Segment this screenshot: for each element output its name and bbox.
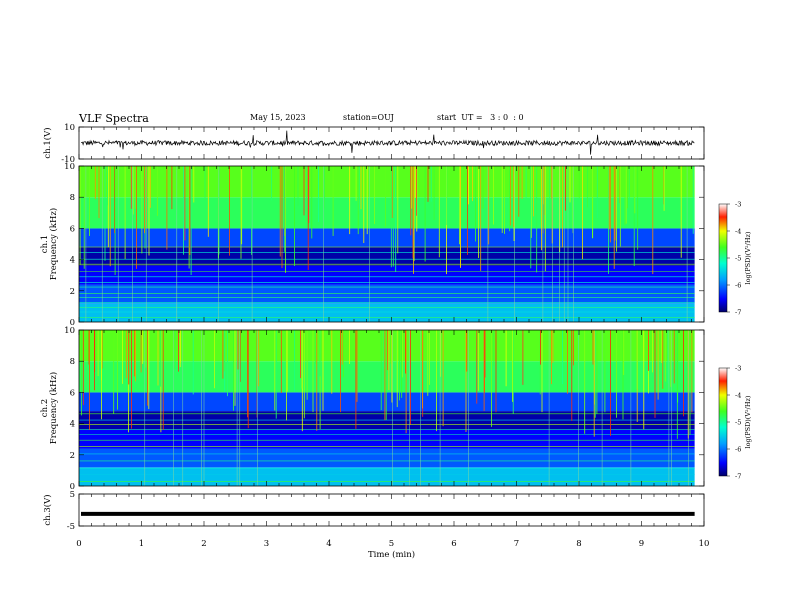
y-tick-label: 2 <box>70 287 75 297</box>
y-tick-label: 10 <box>64 123 75 133</box>
spectrogram-band <box>79 265 695 285</box>
colorbar-tick-label: -7 <box>735 473 741 481</box>
band-fill <box>79 411 695 430</box>
colorbar-tick-label: -4 <box>735 228 741 236</box>
ch2-spectrogram-panel: 0 2 4 6 8 10 ch.2 Frequency (kHz) -7 -6 -5 -4 -3 log(… <box>40 326 752 492</box>
y-tick-label: 0 <box>70 318 75 328</box>
y-tick-label: 4 <box>70 256 75 266</box>
band-fill <box>79 392 695 412</box>
band-fill <box>79 228 695 248</box>
band-fill <box>79 197 695 229</box>
colorbar-label: log(PSD)(V²/Hz) <box>744 231 752 284</box>
band-fill <box>79 448 695 468</box>
x-tick-label: 8 <box>576 539 581 549</box>
y-tick-label: 5 <box>70 490 75 500</box>
y-axis-label: Frequency (kHz) <box>48 208 59 280</box>
spectrogram-band <box>79 330 695 362</box>
band-fill <box>79 284 695 304</box>
ch1-spectrogram-panel: 0 2 4 6 8 10 ch.1 Frequency (kHz) -7 -6 -5 -4 -3 log(… <box>40 162 752 328</box>
colorbar-tick-label: -4 <box>735 392 741 400</box>
ch3-waveform-panel: -5 5 ch.3(V) 0 1 2 3 4 5 6 7 8 9 10 Time (min) <box>42 490 709 560</box>
x-tick-label: 6 <box>451 539 456 549</box>
y-tick-label: 8 <box>70 193 75 203</box>
figure-title: VLF Spectra <box>79 112 149 125</box>
colorbar-tick-label: -7 <box>735 309 741 317</box>
x-tick-label: 10 <box>699 539 710 549</box>
y-axis-label: ch.1 <box>40 235 50 253</box>
x-tick-label: 3 <box>264 539 269 549</box>
y-tick-label: 4 <box>70 420 75 430</box>
x-tick-label: 2 <box>201 539 206 549</box>
y-tick-label: 8 <box>70 357 75 367</box>
colorbar-tick-label: -3 <box>735 365 741 373</box>
x-tick-label: 7 <box>514 539 519 549</box>
x-tick-label: 9 <box>639 539 644 549</box>
y-tick-label: 10 <box>64 162 75 172</box>
figure-start-time: start UT = 3 : 0 : 0 <box>437 113 524 122</box>
spectrogram-band <box>79 448 695 468</box>
spectrogram-band <box>79 392 695 412</box>
x-tick-label: 1 <box>139 539 144 549</box>
spectrogram-band <box>79 166 695 198</box>
spectrogram-band <box>79 228 695 248</box>
band-fill <box>79 265 695 285</box>
panel-background <box>79 494 704 526</box>
band-fill <box>79 166 695 198</box>
ch2-colorbar <box>718 367 728 477</box>
colorbar-label: log(PSD)(V²/Hz) <box>744 395 752 448</box>
y-tick-label: -5 <box>67 522 75 532</box>
figure-date: May 15, 2023 <box>250 113 306 122</box>
y-axis-label: Frequency (kHz) <box>48 372 59 444</box>
y-axis-label: ch.1(V) <box>42 127 53 158</box>
colorbar-tick-label: -5 <box>735 419 741 427</box>
y-tick-label: 6 <box>70 224 75 234</box>
colorbar-tick-label: -6 <box>735 282 741 290</box>
colorbar-tick-label: -3 <box>735 201 741 209</box>
ch1-colorbar <box>718 203 728 313</box>
x-axis-label: Time (min) <box>368 549 415 560</box>
band-fill <box>79 303 695 322</box>
y-tick-label: 10 <box>64 326 75 336</box>
y-axis-label: ch.2 <box>40 399 50 417</box>
figure-station: station=OUJ <box>343 113 394 122</box>
colorbar-tick-label: -5 <box>735 255 741 263</box>
ch1-waveform-panel: -10 10 ch.1(V) <box>42 123 705 165</box>
y-tick-label: 6 <box>70 388 75 398</box>
band-fill <box>79 247 695 266</box>
x-tick-label: 4 <box>326 539 331 549</box>
spectrogram-band <box>79 247 695 266</box>
spectrogram-band <box>79 303 695 322</box>
y-tick-label: -10 <box>61 155 75 165</box>
band-fill <box>79 330 695 362</box>
y-tick-label: 0 <box>70 482 75 492</box>
spectrogram-band <box>79 411 695 430</box>
ch1-waveform-line <box>80 130 695 155</box>
colorbar-tick-label: -6 <box>735 446 741 454</box>
band-fill <box>79 361 695 393</box>
y-tick-label: 2 <box>70 451 75 461</box>
x-tick-label: 5 <box>389 539 394 549</box>
spectrogram-band <box>79 361 695 393</box>
spectrogram-band <box>79 197 695 229</box>
x-tick-label: 0 <box>76 539 81 549</box>
y-axis-label: ch.3(V) <box>42 494 53 525</box>
spectrogram-band <box>79 284 695 304</box>
